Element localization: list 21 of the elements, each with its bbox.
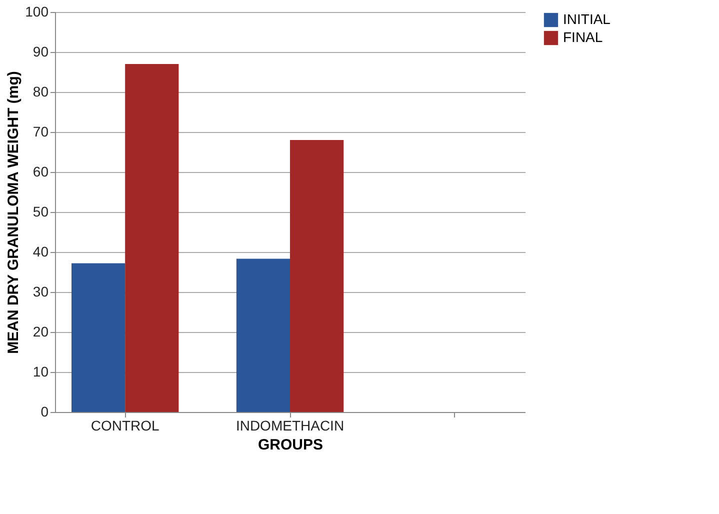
y-tick-label: 50 [32,204,49,220]
x-tick-label: INDOMETHACIN [236,418,344,434]
bar [290,140,344,412]
y-axis-title: MEAN DRY GRANULOMA WEIGHT (mg) [5,71,22,354]
legend-label: INITIAL [563,11,611,27]
x-tick-label: CONTROL [90,418,160,434]
y-tick-label: 100 [25,4,49,20]
y-tick-label: 20 [32,324,49,340]
y-tick-label: 30 [32,284,49,300]
bar [71,263,126,412]
y-tick-label: 60 [32,164,49,180]
y-tick-label: 40 [32,244,49,260]
x-axis-title: GROUPS [258,436,324,454]
y-tick-label: 70 [32,124,49,140]
bar [236,258,290,412]
y-tick-label: 0 [40,404,49,420]
y-tick-label: 80 [32,84,49,100]
y-tick-label: 10 [32,364,49,380]
y-tick-label: 90 [32,44,49,60]
legend-label: FINAL [563,29,603,45]
bar [125,64,179,412]
